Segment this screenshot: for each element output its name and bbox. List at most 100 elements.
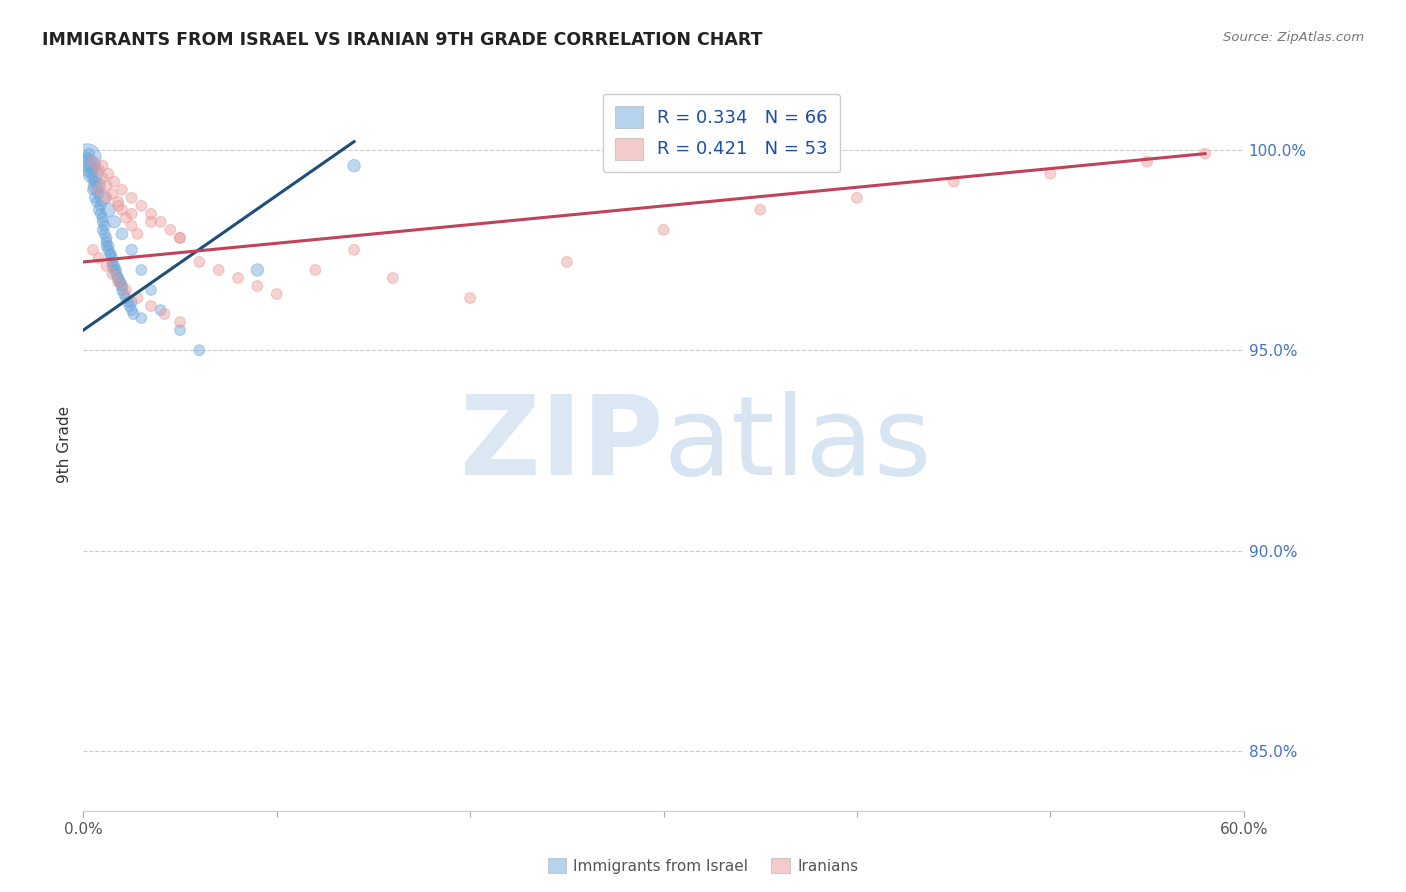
Point bbox=[121, 191, 143, 205]
Point bbox=[97, 167, 120, 181]
Point bbox=[96, 239, 118, 253]
Point bbox=[103, 215, 125, 229]
Point bbox=[91, 159, 114, 173]
Point bbox=[1194, 146, 1216, 161]
Point bbox=[107, 271, 129, 285]
Point bbox=[122, 307, 145, 321]
Point bbox=[188, 255, 211, 269]
Point bbox=[555, 255, 578, 269]
Text: ZIP: ZIP bbox=[460, 391, 664, 498]
Point bbox=[76, 151, 98, 165]
Point bbox=[111, 227, 134, 241]
Point bbox=[112, 287, 135, 301]
Point bbox=[208, 263, 231, 277]
Point bbox=[87, 183, 110, 197]
Point bbox=[101, 186, 124, 201]
Point bbox=[121, 219, 143, 233]
Point bbox=[343, 243, 366, 257]
Point bbox=[139, 283, 162, 297]
Point bbox=[139, 299, 162, 313]
Point bbox=[117, 295, 139, 310]
Point bbox=[83, 175, 105, 189]
Point bbox=[80, 167, 103, 181]
Point bbox=[159, 223, 181, 237]
Point bbox=[87, 202, 110, 217]
Y-axis label: 9th Grade: 9th Grade bbox=[58, 406, 72, 483]
Point bbox=[169, 323, 191, 337]
Point bbox=[115, 211, 138, 225]
Point bbox=[246, 279, 269, 293]
Point bbox=[115, 283, 138, 297]
Point bbox=[105, 263, 128, 277]
Point bbox=[108, 275, 131, 289]
Point bbox=[121, 207, 143, 221]
Point bbox=[127, 291, 149, 305]
Point bbox=[87, 162, 110, 177]
Point bbox=[82, 167, 104, 181]
Point bbox=[96, 235, 118, 249]
Point bbox=[103, 259, 125, 273]
Point bbox=[118, 299, 141, 313]
Point bbox=[845, 191, 868, 205]
Point bbox=[103, 263, 125, 277]
Point bbox=[107, 194, 129, 209]
Point bbox=[97, 202, 120, 217]
Point bbox=[169, 315, 191, 329]
Point bbox=[111, 183, 134, 197]
Point bbox=[131, 311, 153, 326]
Point bbox=[97, 239, 120, 253]
Point bbox=[343, 159, 366, 173]
Point bbox=[91, 211, 114, 225]
Point bbox=[86, 178, 108, 193]
Point bbox=[139, 215, 162, 229]
Point bbox=[188, 343, 211, 358]
Point bbox=[96, 178, 118, 193]
Point bbox=[108, 275, 131, 289]
Point bbox=[1136, 154, 1159, 169]
Point bbox=[91, 215, 114, 229]
Point bbox=[87, 186, 110, 201]
Point bbox=[101, 259, 124, 273]
Point bbox=[86, 194, 108, 209]
Point bbox=[103, 175, 125, 189]
Point bbox=[111, 202, 134, 217]
Point bbox=[149, 215, 172, 229]
Point bbox=[101, 251, 124, 265]
Point bbox=[381, 271, 404, 285]
Text: IMMIGRANTS FROM ISRAEL VS IRANIAN 9TH GRADE CORRELATION CHART: IMMIGRANTS FROM ISRAEL VS IRANIAN 9TH GR… bbox=[42, 31, 762, 49]
Text: atlas: atlas bbox=[664, 391, 932, 498]
Point bbox=[96, 259, 118, 273]
Point bbox=[266, 287, 288, 301]
Point bbox=[131, 199, 153, 213]
Point bbox=[82, 162, 104, 177]
Point bbox=[93, 219, 115, 233]
Point bbox=[1039, 167, 1062, 181]
Point bbox=[115, 291, 138, 305]
Point bbox=[121, 243, 143, 257]
Point bbox=[121, 295, 143, 310]
Point bbox=[93, 227, 115, 241]
Point bbox=[87, 251, 110, 265]
Legend: R = 0.334   N = 66, R = 0.421   N = 53: R = 0.334 N = 66, R = 0.421 N = 53 bbox=[603, 94, 841, 172]
Point bbox=[139, 207, 162, 221]
Point bbox=[105, 267, 128, 281]
Point bbox=[101, 255, 124, 269]
Point bbox=[101, 267, 124, 281]
Point bbox=[246, 263, 269, 277]
Point bbox=[76, 151, 98, 165]
Point bbox=[131, 263, 153, 277]
Point bbox=[90, 207, 112, 221]
Point bbox=[82, 243, 104, 257]
Point bbox=[304, 263, 326, 277]
Point bbox=[652, 223, 675, 237]
Point bbox=[77, 159, 100, 173]
Point bbox=[98, 247, 121, 261]
Point bbox=[90, 199, 112, 213]
Point bbox=[96, 231, 118, 245]
Point bbox=[80, 154, 103, 169]
Point bbox=[91, 170, 114, 185]
Point bbox=[77, 159, 100, 173]
Point bbox=[107, 275, 129, 289]
Point bbox=[169, 231, 191, 245]
Point bbox=[98, 247, 121, 261]
